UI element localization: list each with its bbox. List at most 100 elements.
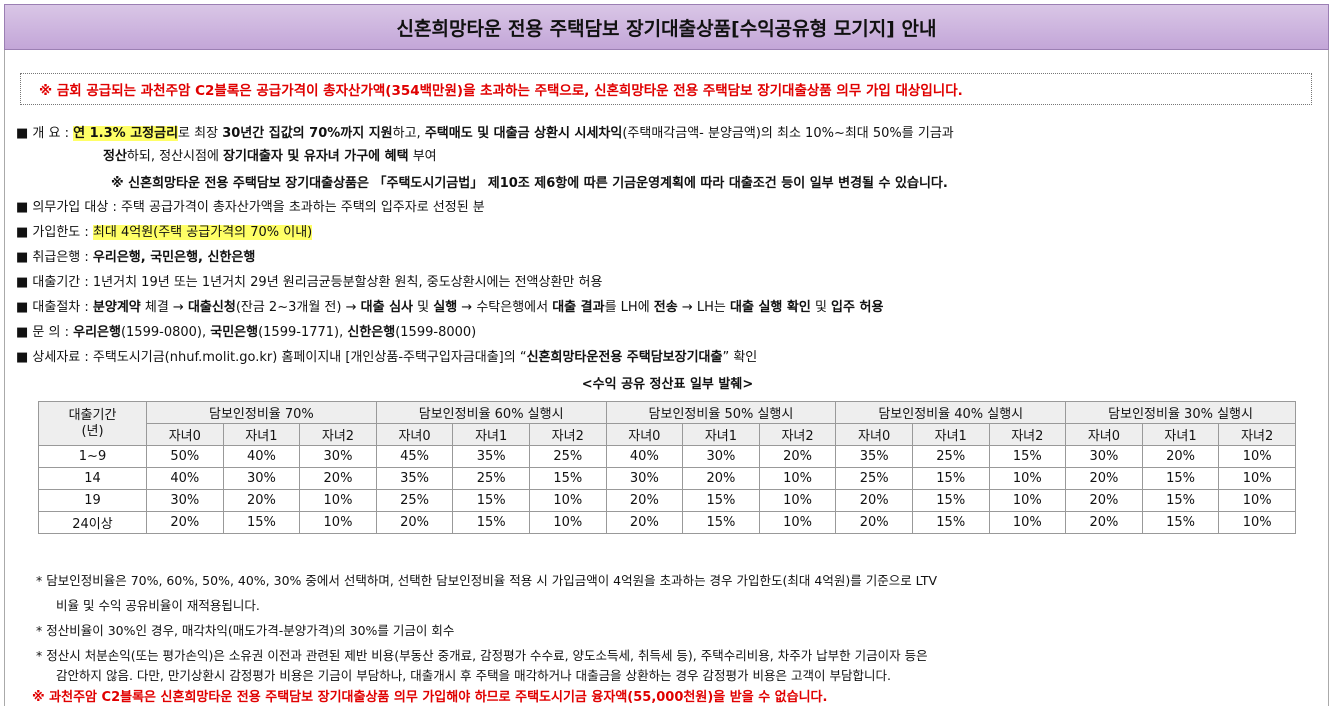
contact-segment: (1599-8000) [395, 325, 477, 340]
ltv-group-header: 담보인정비율 40% 실행시 [835, 401, 1067, 424]
overview-line-1: ■ 개 요 : 연 1.3% 고정금리로 최장 30년간 집값의 70%까지 지… [16, 122, 954, 141]
ratio-cell: 25% [452, 467, 530, 490]
ratio-cell: 20% [1065, 511, 1143, 534]
overview-text: 부여 [408, 149, 437, 164]
overview-note: ※ 신혼희망타운 전용 주택담보 장기대출상품은 「주택도시기금법」 제10조 … [111, 176, 948, 191]
procedure-step: 대출신청 [187, 300, 236, 315]
period-cell: 14 [38, 467, 147, 490]
children-subheader: 자녀1 [452, 423, 530, 446]
children-subheader: 자녀1 [222, 423, 301, 446]
period-line: ■ 대출기간 : 1년거치 19년 또는 1년거치 29년 원리금균등분할상환 … [16, 275, 603, 290]
contact-segment: 우리은행 [73, 325, 121, 340]
ratio-cell: 30% [146, 489, 224, 512]
ratio-cell: 10% [1218, 445, 1296, 468]
ratio-cell: 40% [146, 467, 224, 490]
ratio-cell: 20% [146, 511, 224, 534]
table-row: 1~9 50% 40% 30% 45% 35% 25% 40% 30% 20% 35% 25% 15% 3… [38, 445, 1296, 468]
procedure-step: 실행 [433, 300, 458, 315]
ratio-cell: 25% [375, 489, 454, 512]
title-bar: 신혼희망타운 전용 주택담보 장기대출상품[수익공유형 모기지] 안내 [4, 4, 1329, 50]
ratio-cell: 20% [605, 489, 684, 512]
page-title: 신혼희망타운 전용 주택담보 장기대출상품[수익공유형 모기지] 안내 [396, 17, 937, 40]
ratio-cell: 15% [1141, 489, 1220, 512]
ratio-cell: 30% [1065, 445, 1143, 468]
procedure-step: 를 LH에 [604, 300, 654, 315]
ratio-cell: 15% [222, 511, 301, 534]
children-subheader: 자녀1 [682, 423, 760, 446]
contact-segment: (1599-0800), [120, 325, 211, 340]
procedure-step: → LH는 [677, 300, 730, 315]
ratio-cell: 45% [375, 445, 454, 468]
content-frame [4, 50, 1329, 706]
contact-info: 우리은행(1599-0800), 국민은행(1599-1771), 신한은행(1… [73, 325, 476, 340]
ratio-cell: 35% [835, 445, 913, 468]
period-header: 대출기간 (년) [38, 401, 147, 446]
ratio-cell: 30% [682, 445, 760, 468]
ratio-cell: 20% [375, 511, 454, 534]
ratio-cell: 20% [682, 467, 760, 490]
ratio-cell: 15% [682, 511, 760, 534]
procedure-step: 대출 결과 [552, 300, 605, 315]
ratio-cell: 15% [682, 489, 760, 512]
procedure-steps: 분양계약 체결 → 대출신청(잔금 2~3개월 전) → 대출 심사 및 실행 … [93, 300, 884, 315]
ratio-cell: 15% [1141, 467, 1220, 490]
children-subheader: 자녀2 [299, 423, 377, 446]
children-subheader: 자녀2 [1218, 423, 1296, 446]
period-cell: 19 [38, 489, 147, 512]
table-row: 19 30% 20% 10% 25% 15% 10% 20% 15% 10% 20% 15% 10% 20… [38, 489, 1296, 512]
contact-label: ■ 문 의 : [16, 325, 74, 340]
period-header-text: 대출기간 (년) [68, 407, 117, 439]
ratio-cell: 20% [605, 511, 684, 534]
ltv-group-header: 담보인정비율 70% [146, 401, 377, 424]
ratio-cell: 10% [299, 511, 377, 534]
children-subheader: 자녀0 [605, 423, 684, 446]
overview-label: ■ 개 요 : [16, 126, 74, 141]
overview-text: 로 최장 [178, 126, 223, 141]
ratio-cell: 10% [758, 489, 837, 512]
ratio-cell: 25% [911, 445, 990, 468]
notice-text: ※ 금회 공급되는 과천주암 C2블록은 공급가격이 총자산가액(354백만원)… [39, 83, 963, 99]
ratio-cell: 15% [911, 467, 990, 490]
note-1b: 비율 및 수익 공유비율이 재적용됩니다. [56, 598, 260, 613]
note-1a: * 담보인정비율은 70%, 60%, 50%, 40%, 30% 중에서 선택… [36, 573, 938, 588]
children-subheader: 자녀0 [1065, 423, 1143, 446]
ratio-cell: 30% [605, 467, 684, 490]
banks-label: ■ 취급은행 : [16, 250, 93, 265]
ratio-cell: 15% [911, 511, 990, 534]
ratio-cell: 10% [1218, 467, 1296, 490]
limit-value: 최대 4억원(주택 공급가격의 70% 이내) [92, 225, 313, 240]
children-subheader: 자녀0 [835, 423, 913, 446]
procedure-step: 분양계약 [92, 300, 141, 315]
ratio-cell: 20% [1141, 445, 1220, 468]
ratio-cell: 15% [911, 489, 990, 512]
ratio-cell: 10% [299, 489, 377, 512]
ratio-cell: 50% [146, 445, 224, 468]
settlement-table: 대출기간 (년) 담보인정비율 70% 담보인정비율 60% 실행시 담보인정비율 … [38, 401, 1296, 534]
contact-segment: 국민은행 [210, 325, 259, 340]
ratio-cell: 10% [758, 467, 837, 490]
children-subheader: 자녀0 [375, 423, 454, 446]
overview-text: 하되, 정산시점에 [126, 149, 224, 164]
ratio-cell: 15% [988, 445, 1067, 468]
procedure-step: → 수탁은행에서 [457, 300, 553, 315]
limit-label: ■ 가입한도 : [16, 225, 93, 240]
ratio-cell: 20% [835, 511, 913, 534]
period-cell: 1~9 [38, 445, 147, 468]
banks-value: 우리은행, 국민은행, 신한은행 [92, 250, 256, 265]
children-subheader: 자녀1 [1141, 423, 1220, 446]
overview-text: 하고, [392, 126, 425, 141]
ratio-cell: 35% [375, 467, 454, 490]
ratio-cell: 15% [528, 467, 607, 490]
contact-line: ■ 문 의 : 우리은행(1599-0800), 국민은행(1599-1771)… [16, 321, 476, 340]
overview-text: (주택매각금액- 분양금액)의 최소 10%~최대 50%를 기금과 [622, 126, 954, 141]
table-row: 24이상 20% 15% 10% 20% 15% 10% 20% 15% 10% 20% 15% 10%… [38, 511, 1296, 534]
ratio-cell: 40% [605, 445, 684, 468]
detail-text: ■ 상세자료 : 주택도시기금(nhuf.molit.go.kr) 홈페이지내 … [16, 350, 527, 365]
children-subheader: 자녀0 [146, 423, 224, 446]
procedure-step: 및 [810, 300, 832, 315]
ratio-cell: 10% [1218, 511, 1296, 534]
procedure-step: 대출 심사 [360, 300, 413, 315]
detail-line: ■ 상세자료 : 주택도시기금(nhuf.molit.go.kr) 홈페이지내 … [16, 346, 757, 365]
notice-box: ※ 금회 공급되는 과천주암 C2블록은 공급가격이 총자산가액(354백만원)… [20, 73, 1312, 105]
ratio-cell: 25% [835, 467, 913, 490]
